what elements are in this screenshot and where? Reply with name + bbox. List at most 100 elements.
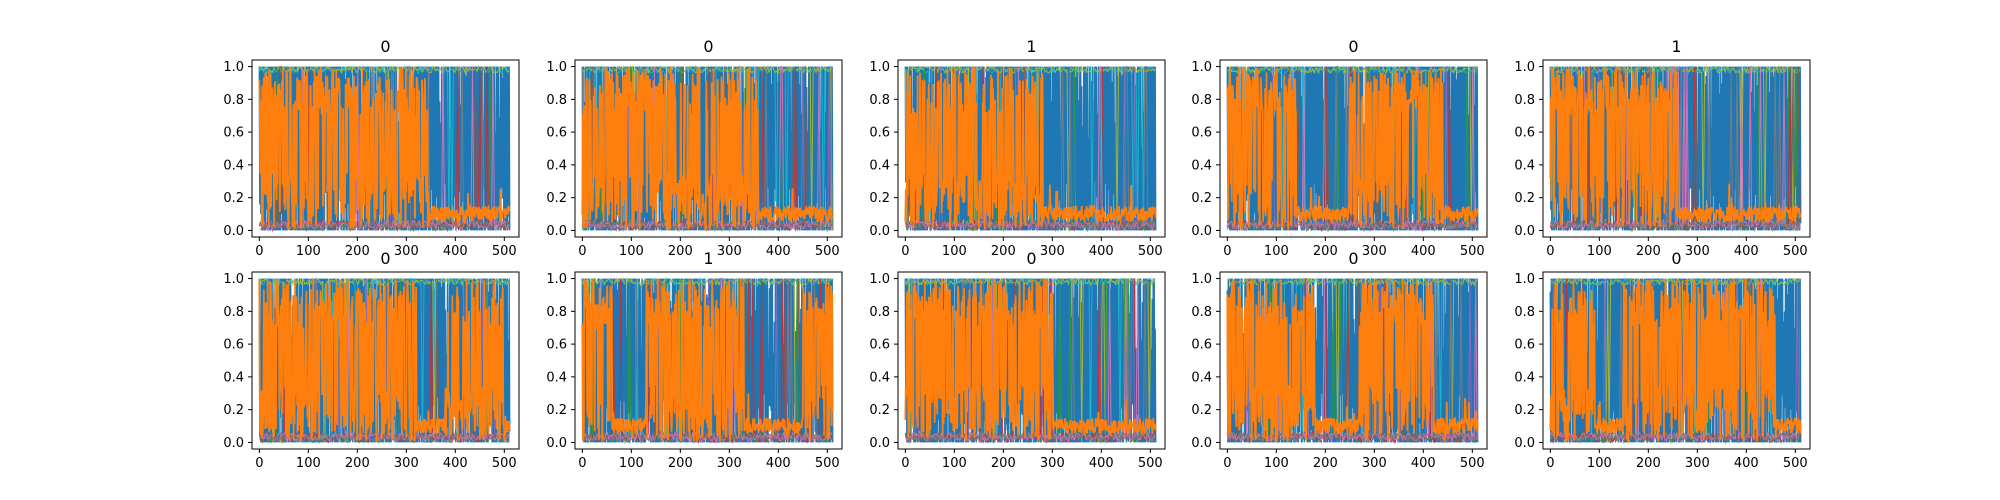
x-tick-label: 0 (1546, 244, 1554, 259)
y-tick-label: 0.8 (546, 93, 567, 108)
y-tick-label: 1.0 (869, 272, 890, 287)
y-tick-label: 0.6 (223, 126, 244, 141)
y-tick-label: 0.8 (1514, 93, 1535, 108)
series-line-orange (1226, 279, 1479, 443)
x-tick-label: 100 (1587, 244, 1612, 259)
series-line-accent-8 (1549, 278, 1801, 445)
x-tick-label: 0 (255, 244, 263, 259)
plot-area (1549, 276, 1802, 445)
series-line-accent-2 (258, 277, 510, 443)
series-line-accent-8 (582, 278, 833, 444)
subplot-8: 0.0 0.2 0.4 0.6 0.8 1.0 0 100 200 300 400 500 0 (869, 249, 1166, 471)
x-tick-label: 100 (296, 456, 321, 471)
subplot-title: 0 (380, 249, 390, 268)
axes-frame (1542, 271, 1811, 450)
subplot-10: 0.0 0.2 0.4 0.6 0.8 1.0 0 100 200 300 400 500 0 (1514, 249, 1811, 471)
x-tick-label: 400 (1734, 244, 1759, 259)
series-line-orange (904, 278, 1157, 442)
y-tick-label: 0.6 (1514, 338, 1535, 353)
series-line-accent-7 (1549, 66, 1801, 233)
series-line-orange (258, 66, 511, 231)
series-line-accent-6 (581, 66, 833, 233)
y-tick-label: 0.4 (1191, 370, 1212, 385)
plot-area (581, 64, 834, 233)
subplot-title: 1 (703, 249, 713, 268)
series-line-accent-2 (258, 65, 510, 231)
series-line-accent-8 (904, 66, 1156, 232)
subplot-2: 0.0 0.2 0.4 0.6 0.8 1.0 0 100 200 300 400 500 0 (546, 37, 843, 259)
y-tick-label: 0.2 (1514, 191, 1535, 206)
y-tick-label: 0.2 (1514, 403, 1535, 418)
x-tick-label: 300 (394, 456, 419, 471)
x-tick-label: 200 (991, 244, 1016, 259)
series-line-accent-4 (905, 66, 1156, 232)
x-tick-label: 100 (1264, 456, 1289, 471)
y-tick-label: 0.0 (1514, 224, 1535, 239)
series-line-accent-6 (1549, 278, 1801, 445)
series-line-orange (1549, 66, 1802, 230)
y-tick-label: 1.0 (869, 60, 890, 75)
y-tick-label: 1.0 (546, 60, 567, 75)
y-tick-label: 0.4 (223, 158, 244, 173)
y-tick-label: 0.8 (869, 305, 890, 320)
series-line-orange (1549, 277, 1802, 445)
x-tick-label: 500 (1783, 456, 1808, 471)
subplot-title: 0 (1671, 249, 1681, 268)
x-tick-label: 300 (717, 456, 742, 471)
x-tick-label: 100 (1264, 244, 1289, 259)
subplot-9: 0.0 0.2 0.4 0.6 0.8 1.0 0 100 200 300 400 500 0 (1191, 249, 1488, 471)
x-tick-label: 400 (766, 456, 791, 471)
series-line-accent-2 (581, 65, 833, 231)
y-tick-label: 0.4 (1514, 370, 1535, 385)
y-tick-label: 0.4 (1191, 158, 1212, 173)
y-tick-label: 0.0 (546, 436, 567, 451)
y-tick-label: 0.6 (1191, 126, 1212, 141)
series-line-accent-7 (1226, 278, 1478, 445)
x-tick-label: 300 (1362, 244, 1387, 259)
y-tick-label: 0.0 (869, 224, 890, 239)
x-tick-label: 400 (1411, 456, 1436, 471)
x-tick-label: 100 (619, 456, 644, 471)
subplot-title: 1 (1026, 37, 1036, 56)
series-line-accent-7 (905, 66, 1156, 233)
x-tick-label: 100 (942, 244, 967, 259)
x-tick-label: 0 (901, 244, 909, 259)
y-tick-label: 0.2 (546, 403, 567, 418)
y-tick-label: 1.0 (1514, 60, 1535, 75)
x-tick-label: 300 (717, 244, 742, 259)
subplot-5: 0.0 0.2 0.4 0.6 0.8 1.0 0 100 200 300 400 500 1 (1514, 37, 1811, 259)
y-tick-label: 0.2 (1191, 403, 1212, 418)
x-tick-label: 500 (492, 244, 517, 259)
plot-area (904, 276, 1157, 445)
y-tick-label: 0.0 (223, 436, 244, 451)
y-tick-label: 0.6 (869, 338, 890, 353)
y-tick-label: 0.4 (223, 370, 244, 385)
subplot-title: 0 (1348, 37, 1358, 56)
y-tick-label: 0.4 (869, 158, 890, 173)
series-line-orange (258, 278, 511, 443)
x-tick-label: 300 (1040, 456, 1065, 471)
series-line-accent-2 (904, 277, 1156, 443)
plot-area (258, 64, 511, 233)
x-tick-label: 200 (345, 244, 370, 259)
y-tick-label: 0.8 (223, 93, 244, 108)
x-tick-label: 0 (901, 456, 909, 471)
x-tick-label: 100 (619, 244, 644, 259)
y-tick-label: 0.2 (223, 191, 244, 206)
series-line-accent-8 (905, 278, 1156, 445)
x-tick-label: 200 (1636, 456, 1661, 471)
x-tick-label: 300 (394, 244, 419, 259)
subplot-6: 0.0 0.2 0.4 0.6 0.8 1.0 0 100 200 300 400 500 0 (223, 249, 520, 471)
y-tick-label: 0.8 (1514, 305, 1535, 320)
plot-area (1549, 64, 1802, 233)
x-tick-label: 0 (1223, 244, 1231, 259)
subplot-1: 0.0 0.2 0.4 0.6 0.8 1.0 0 100 200 300 400 500 0 (223, 37, 520, 259)
y-tick-label: 0.2 (223, 403, 244, 418)
y-tick-label: 0.4 (546, 370, 567, 385)
series-line-accent-8 (1226, 278, 1478, 444)
axes-frame (897, 271, 1166, 450)
x-tick-label: 400 (1734, 456, 1759, 471)
axes-frame (1219, 271, 1488, 450)
plot-area (258, 276, 511, 445)
